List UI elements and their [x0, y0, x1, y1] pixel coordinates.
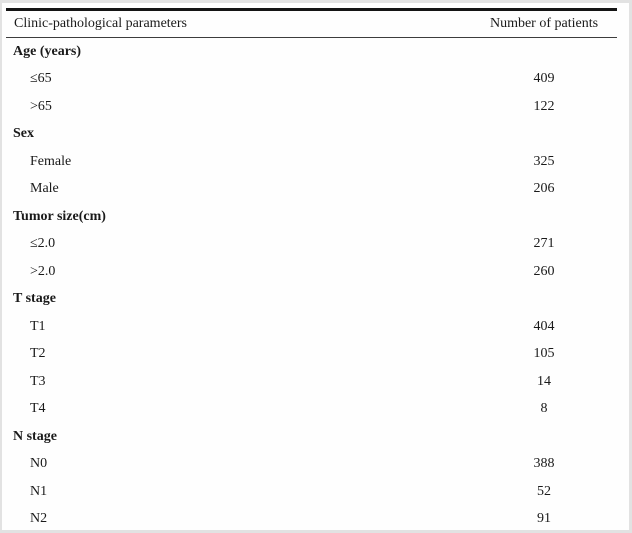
table-header-row: Clinic-pathological parameters Number of…: [6, 11, 617, 38]
value-cell: 388: [533, 456, 555, 472]
table-top-rule: [6, 8, 617, 11]
param-cell: N1: [30, 483, 48, 499]
data-row: N2 91: [6, 506, 617, 533]
data-row: N0 388: [6, 451, 617, 479]
value-cell: 271: [533, 236, 555, 252]
value-cell: 409: [533, 71, 555, 87]
value-cell: 260: [533, 263, 555, 279]
param-cell: Tumor size(cm): [13, 208, 106, 224]
param-cell: Male: [30, 181, 59, 197]
data-row: ≤65 409: [6, 66, 617, 94]
param-cell: N0: [30, 456, 48, 472]
param-cell: T3: [30, 373, 46, 389]
data-row: T3 14: [6, 368, 617, 396]
section-row: Tumor size(cm): [6, 203, 617, 231]
value-cell: 122: [533, 98, 555, 114]
value-cell: 404: [533, 318, 555, 334]
value-column-header: Number of patients: [489, 16, 599, 31]
data-row: Male 206: [6, 176, 617, 204]
param-cell: T stage: [13, 291, 56, 307]
value-cell: 14: [537, 373, 551, 389]
param-cell: ≤2.0: [30, 236, 56, 252]
param-cell: Sex: [13, 126, 34, 142]
section-row: Age (years): [6, 38, 617, 66]
value-cell: 52: [537, 483, 551, 499]
section-row: Sex: [6, 121, 617, 149]
param-cell: ≤65: [30, 71, 52, 87]
section-row: T stage: [6, 286, 617, 314]
param-cell: T2: [30, 346, 46, 362]
value-cell: 325: [533, 153, 555, 169]
param-cell: N2: [30, 511, 48, 527]
param-cell: Age (years): [13, 43, 82, 59]
data-row: ≤2.0 271: [6, 231, 617, 259]
section-row: N stage: [6, 423, 617, 451]
param-cell: Female: [30, 153, 72, 169]
param-cell: N stage: [13, 428, 57, 444]
data-row: Female 325: [6, 148, 617, 176]
data-row: N1 52: [6, 478, 617, 506]
value-cell: 91: [537, 511, 551, 527]
data-row: T1 404: [6, 313, 617, 341]
value-cell: 8: [540, 401, 548, 417]
table-body: Age (years) ≤65 409 >65 122 Sex Female 325 Male 2…: [6, 38, 617, 533]
data-row: >65 122: [6, 93, 617, 121]
param-cell: >2.0: [30, 263, 56, 279]
parameter-column-header: Clinic-pathological parameters: [14, 16, 187, 31]
param-cell: T1: [30, 318, 46, 334]
data-row: T4 8: [6, 396, 617, 424]
data-row: >2.0 260: [6, 258, 617, 286]
clinicopathological-table: Clinic-pathological parameters Number of…: [6, 8, 617, 533]
value-cell: 105: [533, 346, 555, 362]
param-cell: >65: [30, 98, 52, 114]
value-cell: 206: [533, 181, 555, 197]
param-cell: T4: [30, 401, 46, 417]
data-row: T2 105: [6, 341, 617, 369]
